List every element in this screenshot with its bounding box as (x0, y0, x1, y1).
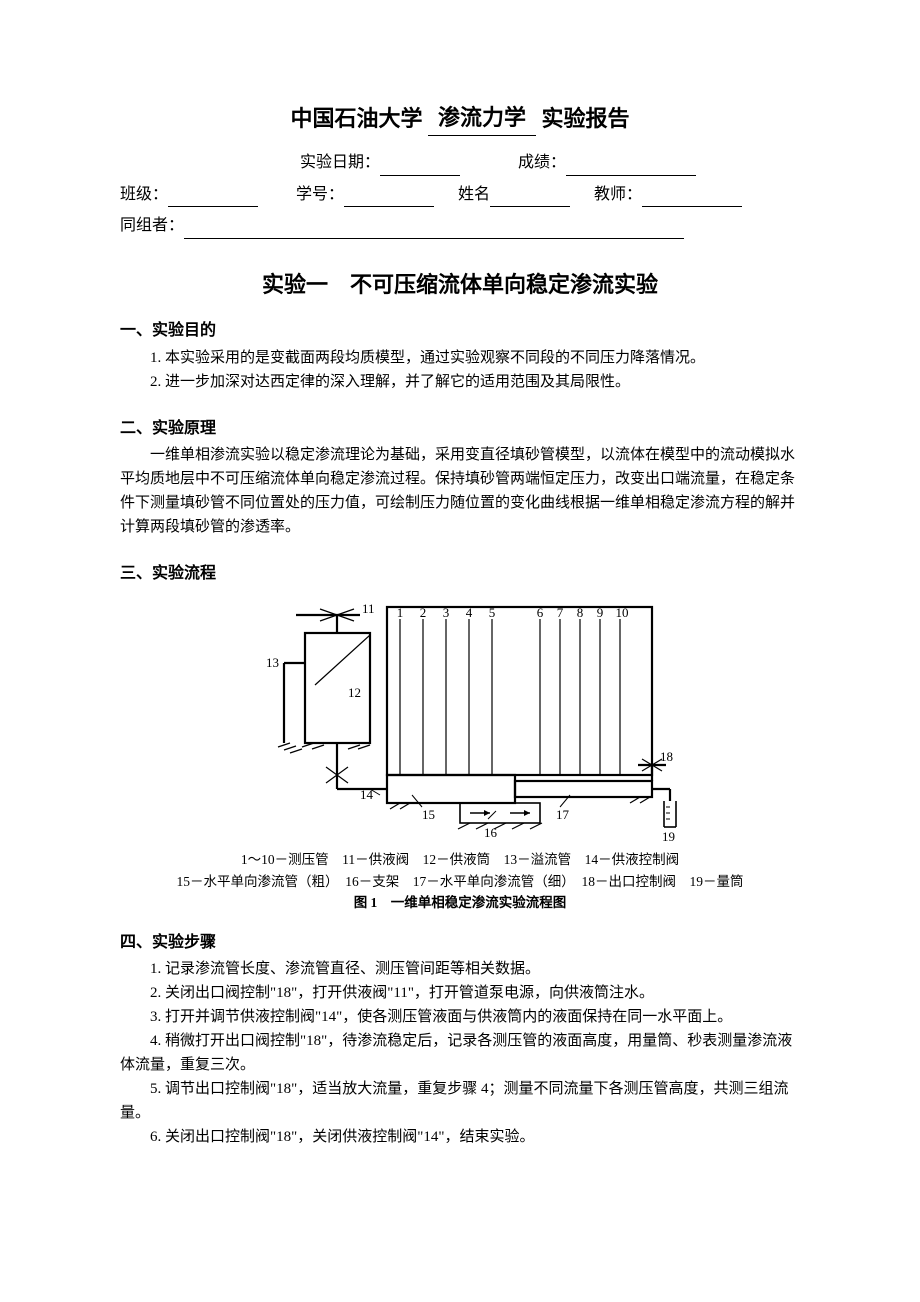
name-label: 姓名 (458, 186, 490, 203)
figure-legend-1: 1～10－测压管 11－供液阀 12－供液筒 13－溢流管 14－供液控制阀 (120, 849, 800, 871)
svg-text:2: 2 (420, 605, 427, 620)
report-title: 中国石油大学 渗流力学 实验报告 (120, 100, 800, 136)
class-label: 班级： (120, 186, 168, 203)
svg-text:12: 12 (348, 685, 361, 700)
svg-text:18: 18 (660, 749, 673, 764)
svg-text:17: 17 (556, 807, 570, 822)
svg-text:3: 3 (443, 605, 450, 620)
svg-text:4: 4 (466, 605, 473, 620)
section-4-p3: 3. 打开并调节供液控制阀"14"，使各测压管液面与供液筒内的液面保持在同一水平… (120, 1005, 800, 1029)
grade-blank (566, 175, 696, 176)
section-4-p5: 5. 调节出口控制阀"18"，适当放大流量，重复步骤 4；测量不同流量下各测压管… (120, 1077, 800, 1125)
svg-text:15: 15 (422, 807, 435, 822)
svg-text:9: 9 (597, 605, 604, 620)
teacher-blank (642, 206, 742, 207)
class-blank (168, 206, 258, 207)
section-2-heading: 二、实验原理 (120, 416, 800, 442)
section-4-p1: 1. 记录渗流管长度、渗流管直径、测压管间距等相关数据。 (120, 957, 800, 981)
team-blank (184, 238, 684, 239)
meta-row-1: 实验日期： 成绩： (120, 150, 800, 176)
svg-text:14: 14 (360, 787, 374, 802)
id-label: 学号： (296, 186, 344, 203)
name-blank (490, 206, 570, 207)
svg-text:5: 5 (489, 605, 496, 620)
section-4-p2: 2. 关闭出口阀控制"18"，打开供液阀"11"，打开管道泵电源，向供液筒注水。 (120, 981, 800, 1005)
svg-text:19: 19 (662, 829, 675, 843)
svg-text:1: 1 (397, 605, 404, 620)
svg-text:8: 8 (577, 605, 584, 620)
figure-caption: 图 1 一维单相稳定渗流实验流程图 (120, 892, 800, 914)
section-4-p6: 6. 关闭出口控制阀"18"，关闭供液控制阀"14"，结束实验。 (120, 1125, 800, 1149)
figure-1: 1 2 3 4 5 6 7 8 9 10 11 12 13 14 15 16 1… (120, 597, 800, 843)
svg-text:10: 10 (616, 605, 629, 620)
section-3-heading: 三、实验流程 (120, 561, 800, 587)
section-1-p1: 1. 本实验采用的是变截面两段均质模型，通过实验观察不同段的不同压力降落情况。 (120, 346, 800, 370)
flow-diagram: 1 2 3 4 5 6 7 8 9 10 11 12 13 14 15 16 1… (240, 597, 680, 843)
teacher-label: 教师： (594, 186, 642, 203)
date-label: 实验日期： (300, 154, 380, 171)
svg-text:7: 7 (557, 605, 564, 620)
svg-text:11: 11 (362, 601, 375, 616)
university: 中国石油大学 (290, 106, 422, 131)
course-name: 渗流力学 (438, 105, 526, 130)
svg-text:6: 6 (537, 605, 544, 620)
report-label: 实验报告 (542, 106, 630, 131)
team-label: 同组者： (120, 217, 184, 234)
meta-row-2: 班级： 学号： 姓名 教师： (120, 182, 800, 208)
experiment-title: 实验一 不可压缩流体单向稳定渗流实验 (120, 267, 800, 302)
section-4-heading: 四、实验步骤 (120, 930, 800, 956)
svg-text:13: 13 (266, 655, 279, 670)
date-blank (380, 175, 460, 176)
section-4-p4: 4. 稍微打开出口阀控制"18"，待渗流稳定后，记录各测压管的液面高度，用量筒、… (120, 1029, 800, 1077)
svg-text:16: 16 (484, 825, 498, 840)
section-1-heading: 一、实验目的 (120, 318, 800, 344)
grade-label: 成绩： (518, 154, 566, 171)
meta-row-3: 同组者： (120, 213, 800, 239)
section-1-p2: 2. 进一步加深对达西定律的深入理解，并了解它的适用范围及其局限性。 (120, 370, 800, 394)
figure-legend-2: 15－水平单向渗流管（粗） 16－支架 17－水平单向渗流管（细） 18－出口控… (120, 871, 800, 893)
id-blank (344, 206, 434, 207)
section-2-p1: 一维单相渗流实验以稳定渗流理论为基础，采用变直径填砂管模型，以流体在模型中的流动… (120, 443, 800, 539)
